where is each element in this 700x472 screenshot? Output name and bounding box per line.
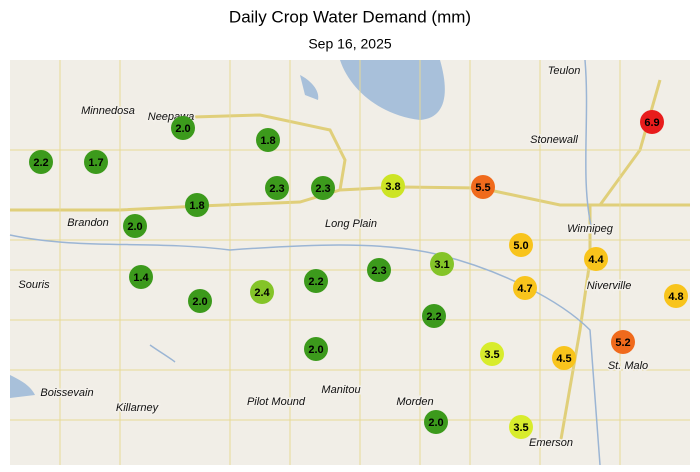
station-value: 1.8 xyxy=(260,135,275,147)
station-value: 2.2 xyxy=(426,311,441,323)
station-value: 4.4 xyxy=(588,254,604,266)
station-marker xyxy=(584,247,608,271)
station-marker xyxy=(509,415,533,439)
station-marker xyxy=(640,110,664,134)
subtitle: Sep 16, 2025 xyxy=(308,36,392,52)
station-value: 2.0 xyxy=(428,417,443,429)
station-value: 3.8 xyxy=(385,181,400,193)
station-marker xyxy=(430,252,454,276)
station-marker xyxy=(381,174,405,198)
station-marker xyxy=(185,193,209,217)
station-marker xyxy=(29,150,53,174)
station-marker xyxy=(471,175,495,199)
station-value: 1.7 xyxy=(88,157,103,169)
place-label: Long Plain xyxy=(325,218,377,230)
station-marker xyxy=(256,128,280,152)
station-value: 2.3 xyxy=(269,183,284,195)
station-value: 2.0 xyxy=(127,221,142,233)
station-marker xyxy=(509,233,533,257)
place-label: Pilot Mound xyxy=(247,396,306,408)
station-marker xyxy=(304,269,328,293)
station-marker xyxy=(611,330,635,354)
station-marker xyxy=(311,176,335,200)
station-marker xyxy=(513,276,537,300)
place-label: Boissevain xyxy=(40,387,93,399)
station-value: 1.8 xyxy=(189,200,204,212)
station-marker xyxy=(250,280,274,304)
title: Daily Crop Water Demand (mm) xyxy=(229,7,471,26)
station-value: 4.7 xyxy=(517,283,532,295)
station-marker xyxy=(84,150,108,174)
station-marker xyxy=(552,346,576,370)
station-value: 5.2 xyxy=(615,337,630,349)
station-marker xyxy=(422,304,446,328)
station-marker xyxy=(129,265,153,289)
place-label: St. Malo xyxy=(608,360,648,372)
station-value: 3.5 xyxy=(484,349,499,361)
station-value: 2.4 xyxy=(254,287,270,299)
station-marker xyxy=(188,289,212,313)
station-marker xyxy=(265,176,289,200)
place-label: Brandon xyxy=(67,217,109,229)
station-value: 3.1 xyxy=(434,259,449,271)
basemap xyxy=(9,59,690,466)
station-value: 2.0 xyxy=(308,344,323,356)
station-value: 5.0 xyxy=(513,240,528,252)
place-label: Teulon xyxy=(548,65,581,77)
station-marker xyxy=(480,342,504,366)
place-label: Niverville xyxy=(587,280,632,292)
place-label: Winnipeg xyxy=(567,223,614,235)
station-value: 4.8 xyxy=(668,291,683,303)
station-marker xyxy=(367,258,391,282)
station-value: 2.2 xyxy=(33,157,48,169)
station-marker xyxy=(664,284,688,308)
place-label: Manitou xyxy=(321,384,360,396)
station-value: 2.3 xyxy=(315,183,330,195)
place-label: Morden xyxy=(396,396,433,408)
station-marker xyxy=(304,337,328,361)
station-marker xyxy=(123,214,147,238)
station-value: 2.3 xyxy=(371,265,386,277)
station-value: 2.0 xyxy=(175,123,190,135)
station-marker xyxy=(424,410,448,434)
place-label: Minnedosa xyxy=(81,105,135,117)
place-label: Stonewall xyxy=(530,134,578,146)
place-label: Emerson xyxy=(529,437,573,449)
station-marker xyxy=(171,116,195,140)
station-value: 6.9 xyxy=(644,117,659,129)
station-value: 3.5 xyxy=(513,422,528,434)
station-value: 2.0 xyxy=(192,296,207,308)
station-value: 4.5 xyxy=(556,353,571,365)
place-label: Killarney xyxy=(116,402,160,414)
station-value: 5.5 xyxy=(475,182,490,194)
place-label: Souris xyxy=(18,279,50,291)
station-value: 2.2 xyxy=(308,276,323,288)
station-value: 1.4 xyxy=(133,272,149,284)
